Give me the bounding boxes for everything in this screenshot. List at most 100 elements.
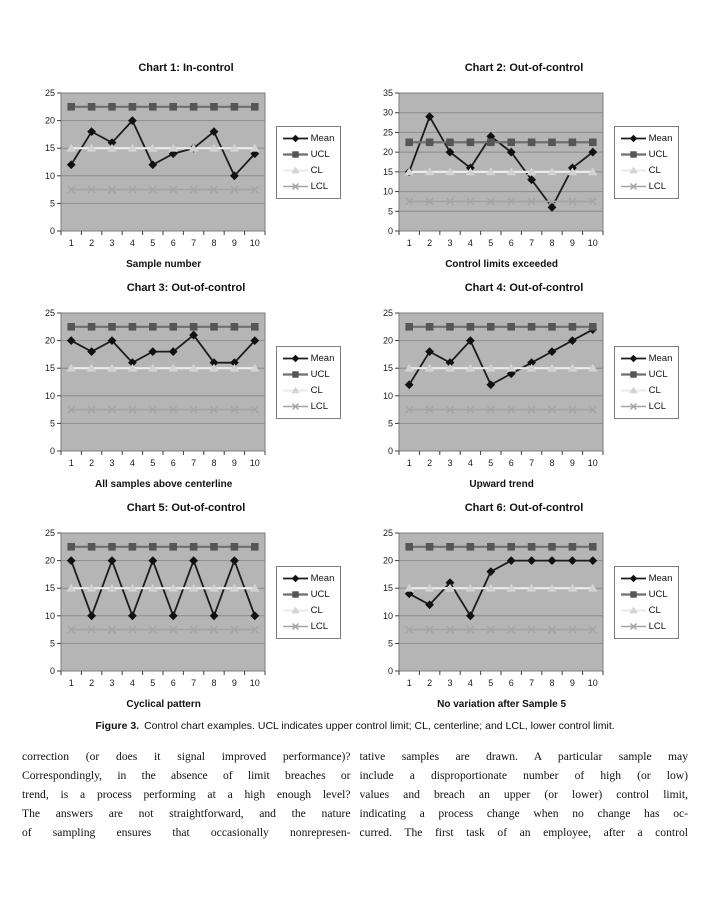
x-tick-label: 1	[68, 238, 73, 248]
x-tick-label: 2	[89, 458, 94, 468]
legend-item-ucl: UCL	[620, 149, 673, 160]
legend-label: CL	[648, 384, 661, 396]
legend-item-mean: Mean	[282, 133, 334, 144]
square-marker-icon	[282, 150, 308, 158]
series-cl	[66, 143, 260, 152]
y-tick-label: 15	[45, 363, 55, 373]
x-tick-label: 1	[406, 458, 411, 468]
legend-label: CL	[310, 384, 323, 396]
y-tick-label: 15	[383, 583, 393, 593]
legend-item-lcl: LCL	[282, 180, 335, 192]
x-tick-label: 8	[211, 678, 216, 688]
chart-1-in-control: Chart 1: In-control 0 5 10 15 20 25 1 2 3 4 5 6 7 8 9 1…	[22, 62, 350, 270]
text-line: Correspondingly, in the absence of limit…	[22, 769, 351, 782]
chart-4-title: Chart 4: Out-of-control	[464, 282, 584, 294]
x-tick-label: 3	[109, 238, 114, 248]
chart-3-plot-col: 0 5 10 15 20 25 1 2 3 4 5 6 7 8 9 10 All samples above …	[31, 308, 271, 490]
x-tick-label: 10	[249, 238, 259, 248]
text-line: include a disproportionate number of hig…	[359, 769, 689, 782]
legend-item-cl: CL	[282, 165, 335, 176]
legend-label: CL	[310, 604, 323, 616]
chart-5-row: 0 5 10 15 20 25 1 2 3 4 5 6 7 8 9 10 Cyclical pattern M…	[31, 528, 342, 710]
y-tick-label: 0	[50, 226, 55, 236]
legend-item-lcl: LCL	[282, 621, 335, 632]
chart-2-plot-col: 0 5 10 15 20 25 30 35 1 2 3 4 5 6 7 8 9 10 Control limits…	[369, 88, 609, 270]
x-tick-label: 4	[130, 238, 135, 248]
legend-item-ucl: UCL	[620, 588, 673, 600]
legend-label: UCL	[648, 588, 668, 600]
x-tick-label: 8	[549, 678, 554, 688]
chart-4-xaxis-label: Upward trend	[469, 479, 534, 490]
triangle-marker-icon	[282, 386, 308, 393]
text-line: correction (or does it signal improved p…	[22, 750, 351, 763]
x-tick-label: 3	[447, 678, 452, 688]
x-tick-label: 1	[406, 238, 411, 248]
chart-4-out-of-control: Chart 4: Out-of-control 0 5 10 15 20 25 1 2 3 4 5 6…	[360, 282, 688, 490]
x-tick-label: 10	[587, 678, 597, 688]
legend-item-cl: CL	[620, 165, 673, 176]
x-tick-label: 3	[109, 678, 114, 688]
x-marker-icon	[282, 402, 308, 410]
chart-4-plot-col: 0 5 10 15 20 25 1 2 3 4 5 6 7 8 9 10 Upward trend	[369, 308, 609, 490]
series-ucl	[405, 543, 597, 551]
x-marker-icon	[620, 622, 646, 630]
chart-2-title: Chart 2: Out-of-control	[464, 62, 584, 74]
x-tick-label: 8	[211, 238, 216, 248]
chart-6-legend: Mean UCL CL LCL	[613, 565, 680, 639]
x-marker-icon	[282, 182, 308, 190]
chart-6-xaxis-label: No variation after Sample 5	[437, 699, 567, 710]
series-lcl	[404, 625, 597, 634]
y-tick-label: 25	[383, 308, 393, 318]
x-tick-label: 2	[427, 458, 432, 468]
legend-item-lcl: LCL	[620, 401, 673, 412]
text-line: indicating a process change when no chan…	[359, 807, 689, 820]
legend-label: UCL	[310, 148, 330, 160]
legend-item-lcl: LCL	[282, 400, 335, 412]
legend-item-lcl: LCL	[620, 180, 673, 192]
text-line: of sampling ensures that occasionally no…	[22, 826, 351, 839]
x-tick-label: 5	[488, 238, 493, 248]
series-ucl	[405, 138, 597, 147]
diamond-marker-icon	[620, 354, 646, 362]
y-tick-label: 20	[383, 147, 393, 157]
chart-1-row: 0 5 10 15 20 25 1 2 3 4 5 6 7 8 9 10 Sample number Mean…	[31, 88, 342, 270]
chart-3-out-of-control: Chart 3: Out-of-control 0 5 10 15 20 25 1 2 3 4 5 6…	[22, 282, 350, 490]
legend-label: Mean	[648, 132, 673, 144]
chart-4-row: 0 5 10 15 20 25 1 2 3 4 5 6 7 8 9 10 Upward trend Mean U…	[369, 308, 680, 490]
x-tick-label: 9	[232, 678, 237, 688]
x-tick-label: 3	[447, 458, 452, 468]
legend-label: LCL	[648, 180, 667, 192]
y-tick-label: 25	[45, 528, 55, 538]
y-tick-label: 10	[45, 611, 55, 621]
y-tick-label: 0	[388, 446, 393, 456]
diamond-marker-icon	[282, 574, 308, 582]
x-tick-label: 4	[130, 458, 135, 468]
y-tick-label: 5	[388, 638, 393, 648]
legend-label: Mean	[310, 572, 335, 584]
x-tick-label: 6	[170, 458, 175, 468]
figure-caption-label: Figure 3.	[95, 720, 140, 732]
y-tick-label: 15	[45, 143, 55, 153]
plot-background	[60, 313, 265, 451]
legend-label: LCL	[310, 180, 329, 192]
chart-5-xaxis-label: Cyclical pattern	[126, 699, 201, 710]
series-cl	[66, 583, 260, 592]
x-marker-icon	[282, 622, 308, 630]
legend-item-mean: Mean	[620, 573, 672, 584]
y-tick-label: 0	[388, 226, 393, 236]
x-tick-label: 10	[587, 458, 597, 468]
x-tick-label: 8	[549, 238, 554, 248]
series-cl	[66, 363, 260, 372]
x-tick-label: 5	[488, 458, 493, 468]
x-tick-label: 2	[89, 238, 94, 248]
y-tick-label: 20	[383, 336, 393, 346]
chart-3-title: Chart 3: Out-of-control	[126, 282, 246, 294]
chart-2-plot-area: 0 5 10 15 20 25 30 35 1 2 3 4 5 6 7 8 9 10	[383, 88, 604, 248]
y-tick-label: 10	[383, 611, 393, 621]
chart-5-plot-area: 0 5 10 15 20 25 1 2 3 4 5 6 7 8 9 10	[45, 528, 266, 688]
chart-3-legend: Mean UCL CL LCL	[275, 345, 342, 419]
legend-item-lcl: LCL	[620, 621, 673, 632]
body-column-right: tative samples are drawn. A particular s…	[360, 747, 689, 842]
legend-label: LCL	[310, 400, 329, 412]
